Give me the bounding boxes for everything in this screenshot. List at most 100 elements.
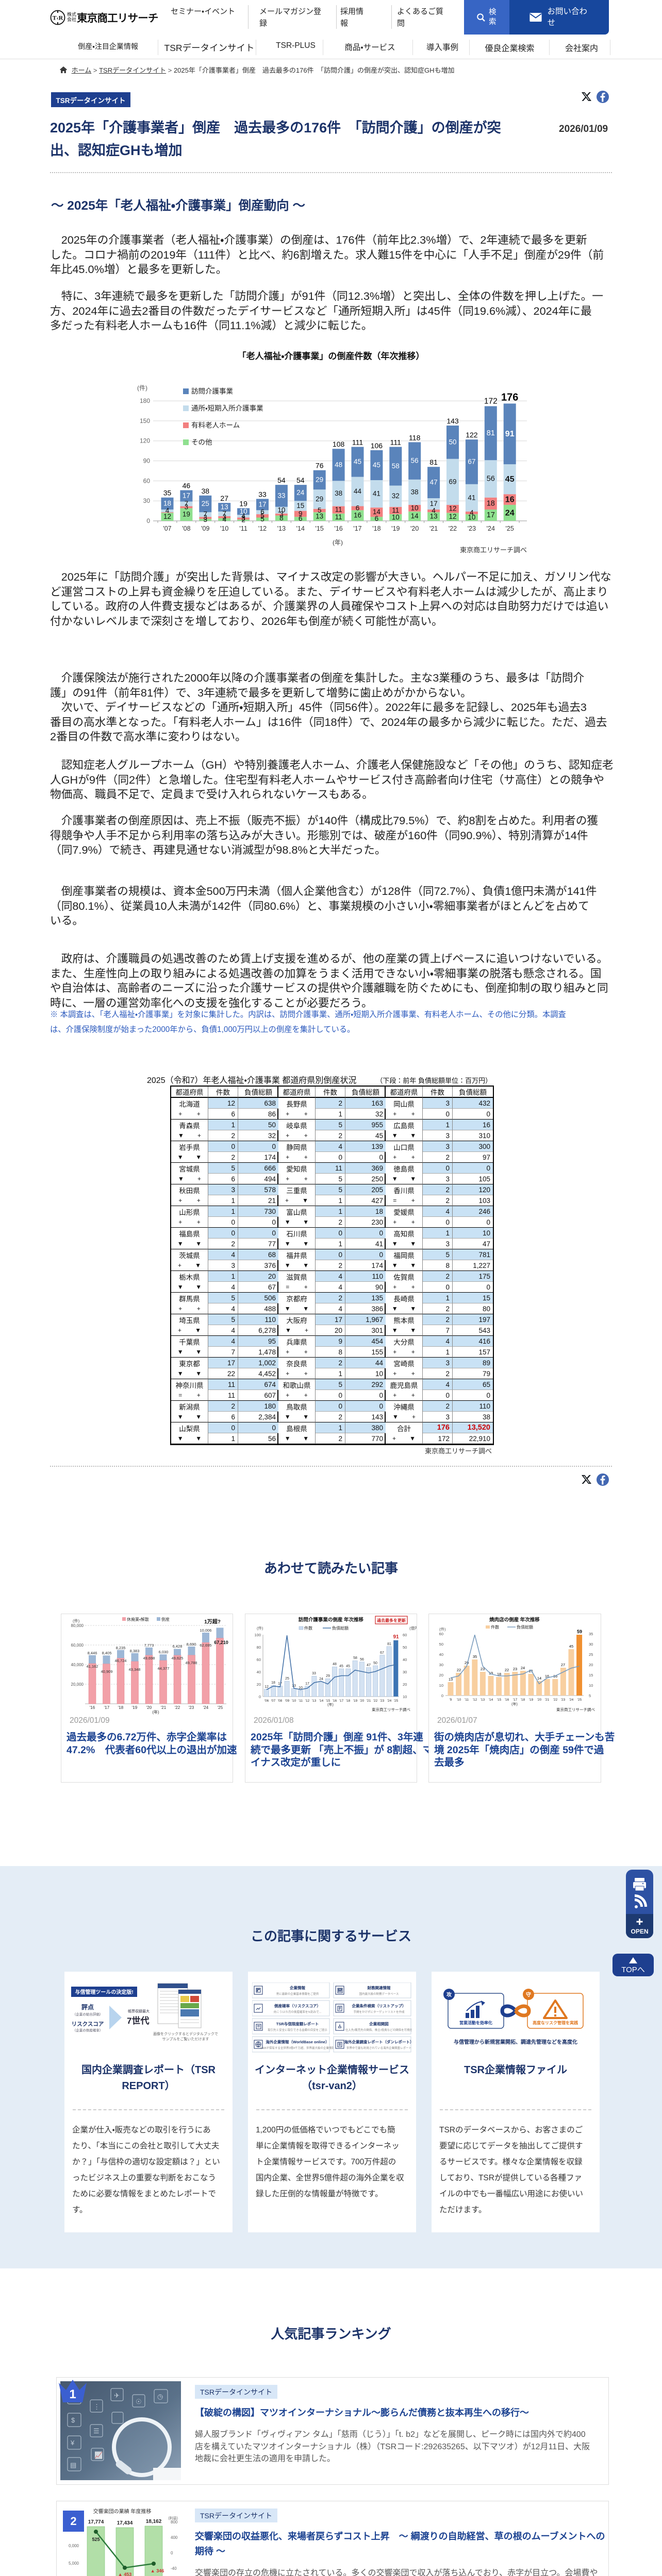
svg-text:20: 20 xyxy=(439,1673,443,1677)
svg-text:訪問介護事業の倒産 年次推移: 訪問介護事業の倒産 年次推移 xyxy=(299,1617,364,1623)
svg-text:41: 41 xyxy=(468,494,475,501)
svg-text:25: 25 xyxy=(202,500,209,507)
svg-text:4: 4 xyxy=(166,507,170,515)
svg-text:12: 12 xyxy=(449,513,456,520)
svg-text:56: 56 xyxy=(360,1658,364,1662)
svg-text:67,210: 67,210 xyxy=(214,1640,228,1645)
svg-text:10: 10 xyxy=(411,504,419,512)
svg-text:財務関連情報: 財務関連情報 xyxy=(367,1985,391,1990)
svg-text:(利益): (利益) xyxy=(168,2516,178,2520)
svg-text:44: 44 xyxy=(354,487,362,495)
svg-text:'23: '23 xyxy=(561,1698,566,1702)
svg-text:14: 14 xyxy=(411,512,419,520)
svg-text:14: 14 xyxy=(373,508,381,516)
svg-text:'08: '08 xyxy=(182,525,190,532)
svg-text:8,405: 8,405 xyxy=(102,1651,112,1655)
svg-text:56: 56 xyxy=(411,457,419,465)
svg-text:TSR与信限度額レポート: TSR与信限度額レポート xyxy=(276,2021,319,2026)
svg-text:(年): (年) xyxy=(511,1702,518,1706)
svg-text:67: 67 xyxy=(468,458,475,466)
svg-text:'16: '16 xyxy=(334,525,342,532)
svg-text:'25: '25 xyxy=(577,1698,582,1702)
svg-text:'24: '24 xyxy=(487,525,495,532)
svg-text:(年): (年) xyxy=(152,1709,159,1715)
svg-text:100: 100 xyxy=(254,1633,261,1637)
svg-text:'14: '14 xyxy=(296,525,305,532)
svg-text:3: 3 xyxy=(241,515,245,522)
svg-text:負債総額: 負債総額 xyxy=(517,1624,533,1630)
svg-text:'19: '19 xyxy=(529,1698,534,1702)
svg-text:営業活動を効率化: 営業活動を効率化 xyxy=(459,2020,492,2025)
svg-text:TOPへ: TOPへ xyxy=(621,1965,645,1974)
svg-text:$: $ xyxy=(71,2416,75,2424)
svg-text:'19: '19 xyxy=(353,1699,358,1703)
svg-text:8,690: 8,690 xyxy=(187,1642,196,1647)
svg-text:¥: ¥ xyxy=(70,2439,75,2447)
svg-text:59: 59 xyxy=(577,1629,582,1634)
svg-text:58: 58 xyxy=(353,1656,357,1660)
svg-text:45: 45 xyxy=(505,475,515,484)
svg-text:800: 800 xyxy=(171,2520,178,2524)
svg-text:23: 23 xyxy=(513,1667,517,1671)
svg-text:休廃業・解散: 休廃業・解散 xyxy=(127,1617,149,1622)
svg-text:56: 56 xyxy=(487,475,495,483)
svg-text:国内最大級の財務データベース: 国内最大級の財務データベース xyxy=(359,1992,399,1996)
svg-text:▲ 346: ▲ 346 xyxy=(151,2568,164,2573)
svg-text:10: 10 xyxy=(277,506,285,514)
svg-text:7,773: 7,773 xyxy=(144,1643,154,1648)
svg-text:'20: '20 xyxy=(410,525,419,532)
svg-text:✈: ✈ xyxy=(114,2392,120,2399)
svg-text:13: 13 xyxy=(430,513,438,520)
svg-text:11: 11 xyxy=(335,506,342,514)
svg-text:400: 400 xyxy=(171,2535,178,2540)
svg-text:4: 4 xyxy=(222,515,226,523)
svg-text:32: 32 xyxy=(392,492,400,500)
svg-text:'13: '13 xyxy=(312,1699,317,1703)
svg-text:4: 4 xyxy=(241,512,245,520)
svg-text:47: 47 xyxy=(430,479,438,486)
svg-text:46,724: 46,724 xyxy=(115,1658,127,1663)
svg-text:-40: -40 xyxy=(171,2566,177,2571)
svg-text:19: 19 xyxy=(239,499,247,507)
svg-text:50: 50 xyxy=(439,1642,443,1647)
svg-text:7世代: 7世代 xyxy=(127,2015,149,2026)
svg-text:向こう12カ月の倒産確率を%刻みで...: 向こう12カ月の倒産確率を%刻みで... xyxy=(274,2010,322,2014)
svg-text:仕入先・販売先の関係、株主・役員などの関係を可視化: 仕入先・販売先の関係、株主・役員などの関係を可視化 xyxy=(345,2028,412,2032)
svg-text:'20: '20 xyxy=(360,1699,365,1703)
svg-text:0,000: 0,000 xyxy=(69,2544,79,2548)
svg-text:9: 9 xyxy=(299,510,303,517)
svg-text:10: 10 xyxy=(299,1686,303,1690)
svg-text:24: 24 xyxy=(521,1666,525,1670)
svg-text:(年): (年) xyxy=(333,539,343,546)
svg-text:20: 20 xyxy=(257,1682,261,1687)
svg-text:10: 10 xyxy=(468,514,475,521)
svg-text:29: 29 xyxy=(326,1674,330,1678)
svg-text:'23: '23 xyxy=(189,1705,194,1710)
svg-text:'07: '07 xyxy=(163,525,171,532)
svg-text:'25: '25 xyxy=(394,1699,399,1703)
svg-text:16: 16 xyxy=(354,512,361,519)
svg-text:2: 2 xyxy=(241,516,245,524)
svg-text:20: 20 xyxy=(403,1682,407,1687)
svg-text:'11: '11 xyxy=(299,1699,303,1703)
svg-text:45: 45 xyxy=(354,458,361,466)
svg-text:18: 18 xyxy=(497,1672,501,1676)
svg-text:91: 91 xyxy=(393,1634,399,1640)
svg-text:11: 11 xyxy=(392,506,399,514)
svg-text:17,434: 17,434 xyxy=(117,2520,133,2526)
svg-text:18: 18 xyxy=(487,499,495,507)
svg-text:106: 106 xyxy=(371,442,383,450)
svg-text:過去最多を更新: 過去最多を更新 xyxy=(377,1618,406,1623)
svg-text:5: 5 xyxy=(318,506,322,514)
svg-text:40: 40 xyxy=(439,1652,443,1657)
svg-text:'12: '12 xyxy=(473,1698,477,1702)
svg-text:0: 0 xyxy=(441,1693,443,1698)
svg-text:（企業の総合評価）: （企業の総合評価） xyxy=(73,2012,103,2016)
svg-text:「老人福祉・介護事業」の倒産件数（年次推移）: 「老人福祉・介護事業」の倒産件数（年次推移） xyxy=(238,351,425,361)
svg-text:8,446: 8,446 xyxy=(88,1651,97,1655)
svg-text:62,695: 62,695 xyxy=(200,1643,212,1648)
svg-text:'18: '18 xyxy=(346,1699,351,1703)
svg-text:'09: '09 xyxy=(285,1699,290,1703)
svg-text:6,428: 6,428 xyxy=(173,1644,183,1649)
svg-text:その他: その他 xyxy=(191,438,212,446)
